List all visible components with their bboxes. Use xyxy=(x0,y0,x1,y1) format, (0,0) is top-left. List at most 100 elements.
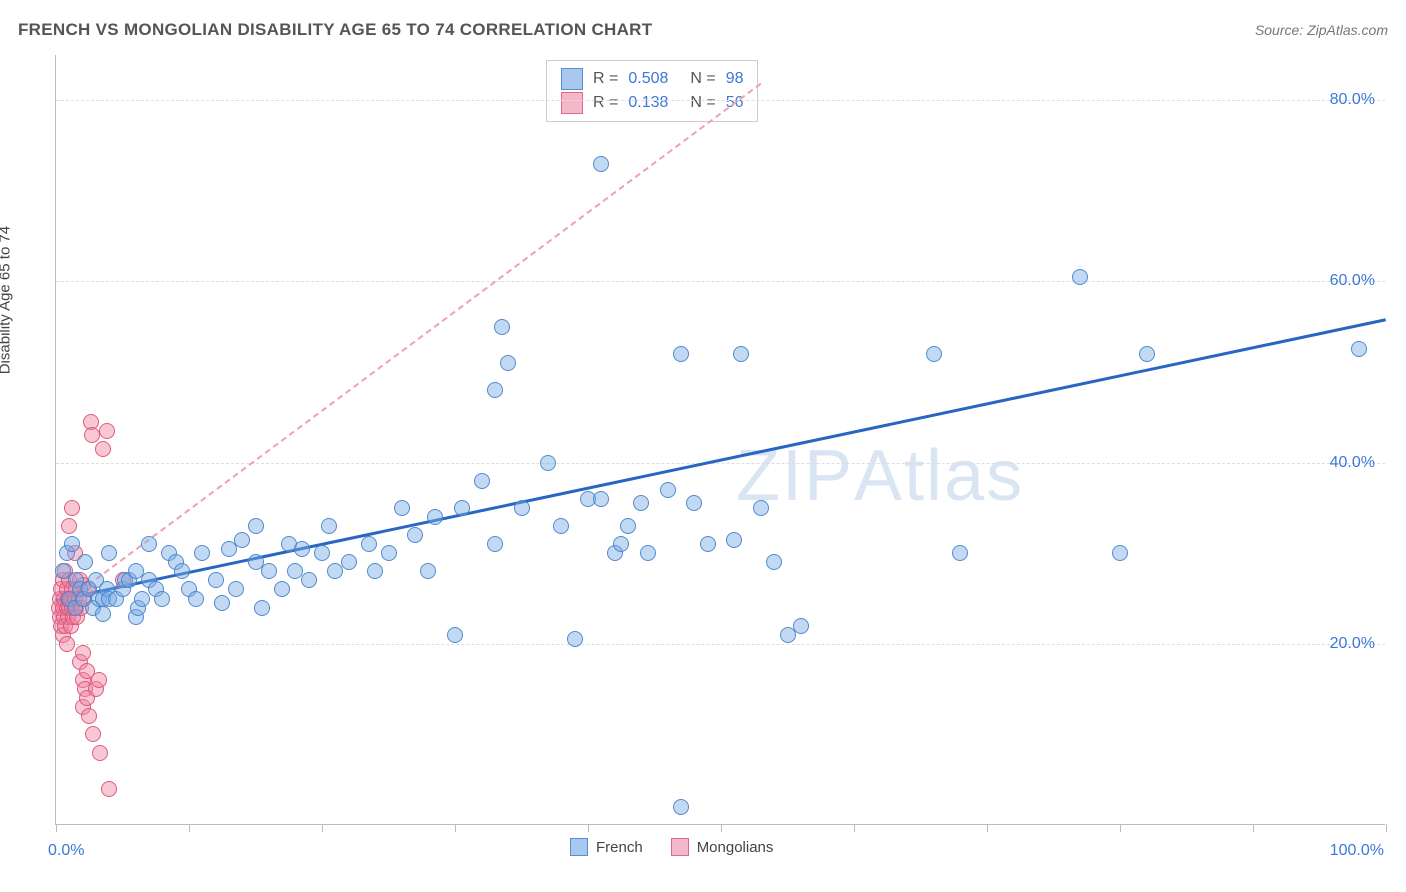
r-value-mongolian: 0.138 xyxy=(628,91,680,115)
data-point-french xyxy=(926,346,942,362)
data-point-french xyxy=(500,355,516,371)
data-point-french xyxy=(367,563,383,579)
data-point-french xyxy=(726,532,742,548)
y-tick-label: 40.0% xyxy=(1330,454,1375,472)
data-point-french xyxy=(394,500,410,516)
data-point-mongolian xyxy=(91,672,107,688)
data-point-french xyxy=(593,491,609,507)
data-point-french xyxy=(613,536,629,552)
data-point-french xyxy=(64,536,80,552)
data-point-french xyxy=(766,554,782,570)
data-point-french xyxy=(673,346,689,362)
gridline xyxy=(56,644,1385,645)
data-point-french xyxy=(487,536,503,552)
x-tick xyxy=(987,824,988,832)
data-point-french xyxy=(274,581,290,597)
legend-label-french: French xyxy=(596,839,643,856)
data-point-french xyxy=(1072,269,1088,285)
data-point-mongolian xyxy=(84,427,100,443)
gridline xyxy=(56,463,1385,464)
data-point-french xyxy=(101,545,117,561)
x-tick xyxy=(1386,824,1387,832)
mongolian-swatch-icon xyxy=(671,838,689,856)
x-tick xyxy=(721,824,722,832)
data-point-french xyxy=(474,473,490,489)
data-point-french xyxy=(487,382,503,398)
data-point-mongolian xyxy=(61,518,77,534)
data-point-french xyxy=(420,563,436,579)
mongolian-swatch-icon xyxy=(561,92,583,114)
x-tick xyxy=(56,824,57,832)
french-swatch-icon xyxy=(570,838,588,856)
data-point-french xyxy=(341,554,357,570)
data-point-french xyxy=(1139,346,1155,362)
legend-row-mongolian: R = 0.138 N = 56 xyxy=(561,91,743,115)
gridline xyxy=(56,100,1385,101)
x-tick xyxy=(854,824,855,832)
legend-label-mongolian: Mongolians xyxy=(697,839,774,856)
data-point-french xyxy=(188,591,204,607)
data-point-french xyxy=(1351,341,1367,357)
legend-item-mongolian: Mongolians xyxy=(671,838,774,856)
legend-row-french: R = 0.508 N = 98 xyxy=(561,67,743,91)
data-point-french xyxy=(407,527,423,543)
y-tick-label: 20.0% xyxy=(1330,635,1375,653)
data-point-french xyxy=(174,563,190,579)
data-point-french xyxy=(454,500,470,516)
data-point-mongolian xyxy=(59,636,75,652)
data-point-french xyxy=(234,532,250,548)
r-label: R = xyxy=(593,67,618,91)
x-tick xyxy=(322,824,323,832)
data-point-french xyxy=(381,545,397,561)
series-legend: French Mongolians xyxy=(570,838,773,856)
french-swatch-icon xyxy=(561,68,583,90)
source-attribution: Source: ZipAtlas.com xyxy=(1255,22,1388,38)
r-label: R = xyxy=(593,91,618,115)
data-point-mongolian xyxy=(92,745,108,761)
data-point-french xyxy=(1112,545,1128,561)
y-tick-label: 60.0% xyxy=(1330,272,1375,290)
data-point-french xyxy=(261,563,277,579)
data-point-french xyxy=(77,554,93,570)
data-point-french xyxy=(540,455,556,471)
x-tick xyxy=(1253,824,1254,832)
n-label: N = xyxy=(690,91,715,115)
x-tick xyxy=(1120,824,1121,832)
data-point-french xyxy=(753,500,769,516)
scatter-plot-area: ZIPAtlas R = 0.508 N = 98 R = 0.138 N = … xyxy=(55,55,1385,825)
data-point-mongolian xyxy=(99,423,115,439)
data-point-french xyxy=(294,541,310,557)
data-point-french xyxy=(673,799,689,815)
data-point-french xyxy=(593,156,609,172)
data-point-french xyxy=(514,500,530,516)
data-point-french xyxy=(733,346,749,362)
data-point-french xyxy=(553,518,569,534)
data-point-french xyxy=(494,319,510,335)
n-label: N = xyxy=(690,67,715,91)
data-point-french xyxy=(141,536,157,552)
data-point-french xyxy=(228,581,244,597)
data-point-french xyxy=(700,536,716,552)
data-point-mongolian xyxy=(75,645,91,661)
data-point-french xyxy=(254,600,270,616)
chart-title: FRENCH VS MONGOLIAN DISABILITY AGE 65 TO… xyxy=(18,20,652,40)
data-point-french xyxy=(321,518,337,534)
x-axis-min-label: 0.0% xyxy=(48,842,84,860)
data-point-french xyxy=(633,495,649,511)
data-point-french xyxy=(620,518,636,534)
data-point-french xyxy=(208,572,224,588)
data-point-french xyxy=(427,509,443,525)
data-point-french xyxy=(248,518,264,534)
data-point-french xyxy=(447,627,463,643)
data-point-french xyxy=(660,482,676,498)
gridline xyxy=(56,281,1385,282)
x-axis-max-label: 100.0% xyxy=(1330,842,1384,860)
correlation-legend: R = 0.508 N = 98 R = 0.138 N = 56 xyxy=(546,60,758,122)
data-point-french xyxy=(640,545,656,561)
data-point-french xyxy=(95,606,111,622)
n-value-french: 98 xyxy=(726,67,744,91)
data-point-mongolian xyxy=(95,441,111,457)
data-point-french xyxy=(952,545,968,561)
data-point-french xyxy=(214,595,230,611)
data-point-french xyxy=(194,545,210,561)
